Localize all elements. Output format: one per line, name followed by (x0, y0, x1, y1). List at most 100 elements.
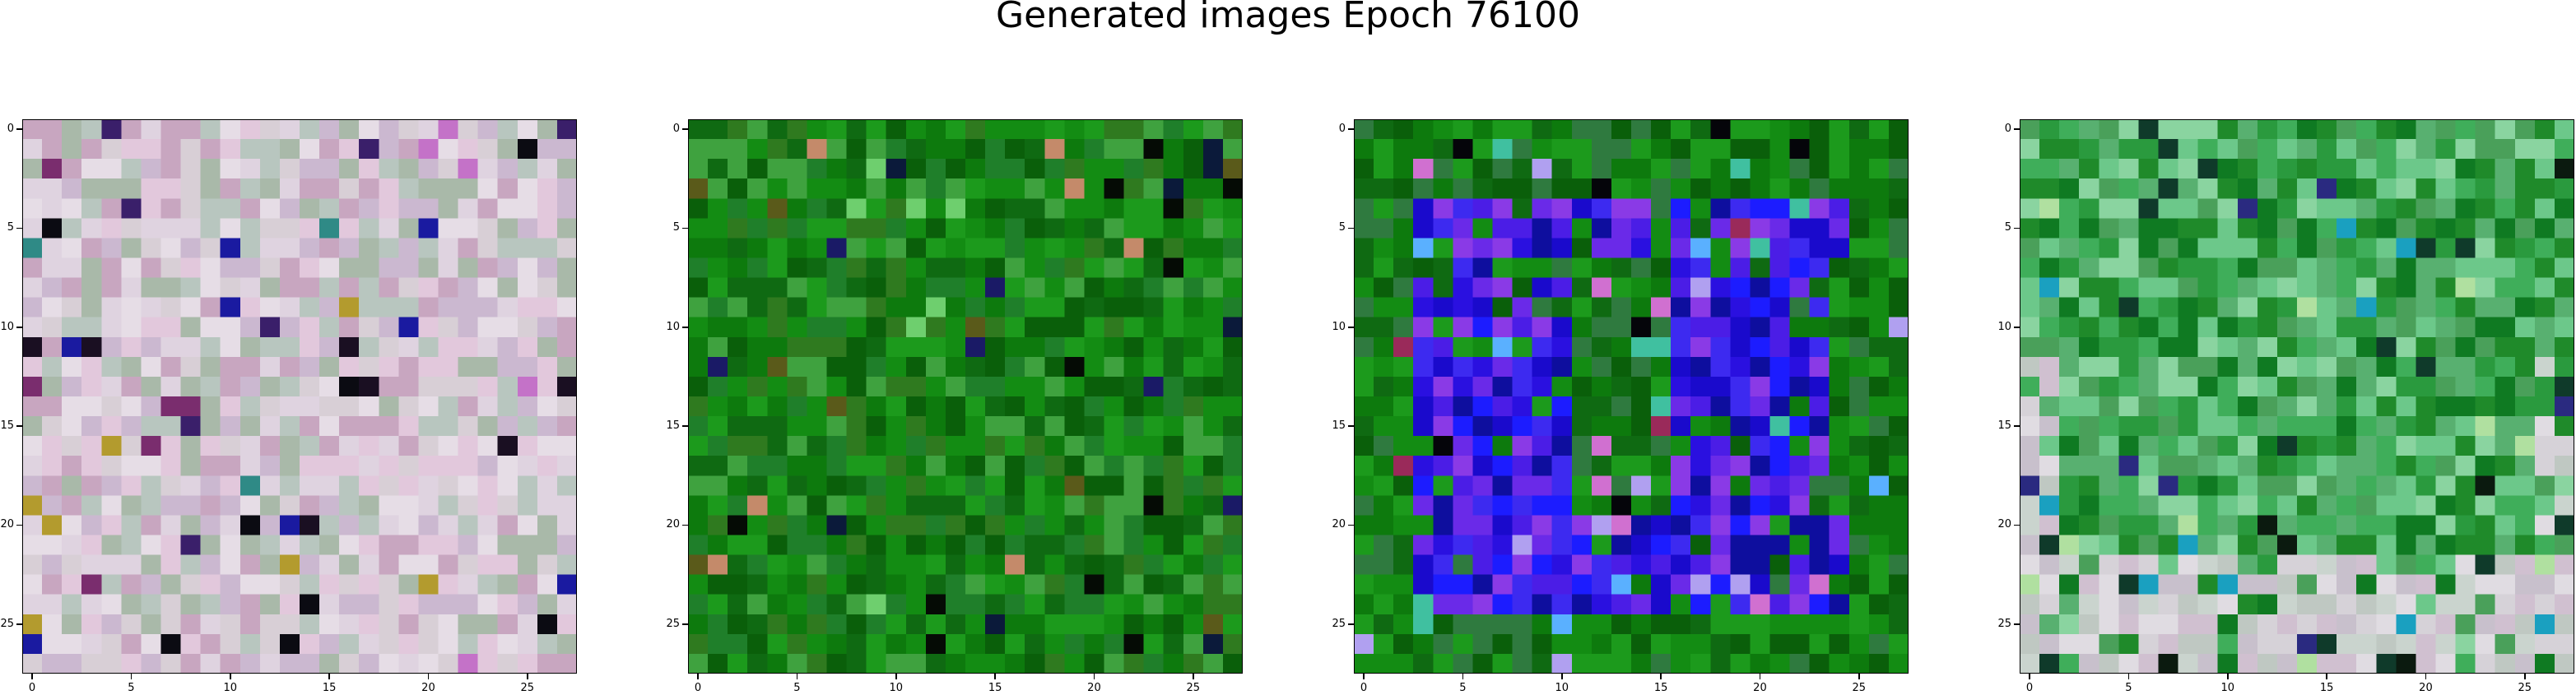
x-tick-label: 10 (1555, 682, 1569, 694)
y-tick-label: 25 (1332, 617, 1346, 630)
x-tick-label: 0 (1360, 682, 1368, 694)
y-tick-label: 5 (2004, 221, 2011, 234)
y-tick-mark (1348, 327, 1354, 328)
y-tick-mark (16, 128, 22, 130)
y-tick-label: 0 (672, 123, 680, 136)
x-tick-label: 0 (28, 682, 36, 694)
y-tick-mark (1348, 227, 1354, 229)
y-tick-label: 10 (666, 320, 680, 333)
x-tick-mark (527, 674, 528, 679)
generated-image-3 (1354, 119, 1909, 674)
x-tick-mark (1561, 674, 1563, 679)
y-tick-label: 0 (1338, 123, 1346, 136)
y-tick-label: 0 (2004, 123, 2011, 136)
y-tick-mark (682, 327, 688, 328)
x-tick-label: 0 (2025, 682, 2034, 694)
image-panel-2: 0 5 10 15 20 25 0 5 10 15 20 25 (666, 119, 1243, 694)
x-tick-mark (796, 674, 798, 679)
image-panel-4: 0 5 10 15 20 25 0 5 10 15 20 25 (1997, 119, 2574, 694)
y-tick-mark (1348, 128, 1354, 130)
x-tick-mark (2425, 674, 2427, 679)
y-tick-mark (1348, 623, 1354, 625)
x-tick-mark (2326, 674, 2327, 679)
y-tick-label: 15 (0, 419, 14, 433)
x-tick-label: 20 (1087, 682, 1101, 694)
y-tick-mark (2014, 327, 2020, 328)
y-tick-label: 15 (666, 419, 680, 433)
x-tick-label: 25 (520, 682, 535, 694)
y-tick-label: 10 (0, 320, 14, 333)
y-tick-label: 25 (666, 617, 680, 630)
x-tick-label: 15 (988, 682, 1002, 694)
y-tick-label: 25 (1997, 617, 2011, 630)
image-panel-3: 0 5 10 15 20 25 0 5 10 15 20 25 (1332, 119, 1909, 694)
y-tick-label: 15 (1997, 419, 2011, 433)
generated-image-1 (22, 119, 577, 674)
y-tick-mark (16, 327, 22, 328)
y-tick-mark (1348, 425, 1354, 427)
x-tick-label: 5 (1459, 682, 1467, 694)
x-tick-mark (1363, 674, 1365, 679)
x-tick-mark (130, 674, 133, 679)
x-tick-label: 10 (2220, 682, 2235, 694)
y-tick-mark (682, 128, 688, 130)
x-tick-mark (2127, 674, 2130, 679)
x-tick-label: 15 (1653, 682, 1668, 694)
y-tick-label: 20 (1997, 518, 2011, 531)
generated-image-2 (688, 119, 1243, 674)
y-tick-label: 20 (1332, 518, 1346, 531)
y-tick-mark (682, 524, 688, 526)
y-tick-mark (16, 524, 22, 526)
x-tick-label: 5 (2125, 682, 2132, 694)
x-tick-mark (994, 674, 996, 679)
y-tick-label: 10 (1997, 320, 2011, 333)
image-panel-1: 0 5 10 15 20 25 0 5 10 15 20 25 (0, 119, 577, 694)
y-tick-mark (2014, 524, 2020, 526)
y-tick-label: 5 (672, 221, 680, 234)
y-tick-label: 15 (1332, 419, 1346, 433)
y-tick-label: 25 (0, 617, 14, 630)
x-tick-mark (230, 674, 231, 679)
y-tick-label: 0 (7, 123, 14, 136)
x-tick-mark (328, 674, 330, 679)
x-tick-mark (697, 674, 699, 679)
y-tick-label: 20 (666, 518, 680, 531)
x-tick-label: 25 (1186, 682, 1201, 694)
x-tick-mark (2524, 674, 2526, 679)
x-tick-mark (1858, 674, 1860, 679)
x-tick-label: 20 (2419, 682, 2433, 694)
x-tick-mark (31, 674, 33, 679)
x-tick-mark (1193, 674, 1194, 679)
x-tick-label: 10 (223, 682, 238, 694)
x-tick-label: 20 (421, 682, 435, 694)
x-tick-label: 10 (889, 682, 904, 694)
y-tick-label: 10 (1332, 320, 1346, 333)
y-tick-mark (1348, 524, 1354, 526)
x-tick-mark (2227, 674, 2229, 679)
x-tick-label: 15 (2319, 682, 2334, 694)
x-tick-mark (2029, 674, 2030, 679)
x-tick-label: 20 (1753, 682, 1767, 694)
y-tick-mark (2014, 425, 2020, 427)
y-tick-mark (2014, 128, 2020, 130)
y-tick-mark (16, 623, 22, 625)
x-tick-label: 5 (793, 682, 801, 694)
x-tick-mark (427, 674, 430, 679)
x-tick-mark (1660, 674, 1662, 679)
y-tick-label: 5 (1338, 221, 1346, 234)
figure-title: Generated images Epoch 76100 (995, 0, 1581, 36)
y-tick-label: 5 (7, 221, 14, 234)
y-tick-mark (16, 227, 22, 229)
x-tick-label: 25 (2518, 682, 2532, 694)
generated-image-4 (2020, 119, 2574, 674)
y-tick-mark (2014, 227, 2020, 229)
y-tick-mark (2014, 623, 2020, 625)
y-tick-label: 20 (0, 518, 14, 531)
x-tick-mark (1759, 674, 1761, 679)
x-tick-label: 25 (1852, 682, 1867, 694)
x-tick-label: 15 (322, 682, 337, 694)
y-tick-mark (682, 227, 688, 229)
x-tick-label: 0 (694, 682, 702, 694)
x-tick-mark (1462, 674, 1464, 679)
y-tick-mark (682, 623, 688, 625)
